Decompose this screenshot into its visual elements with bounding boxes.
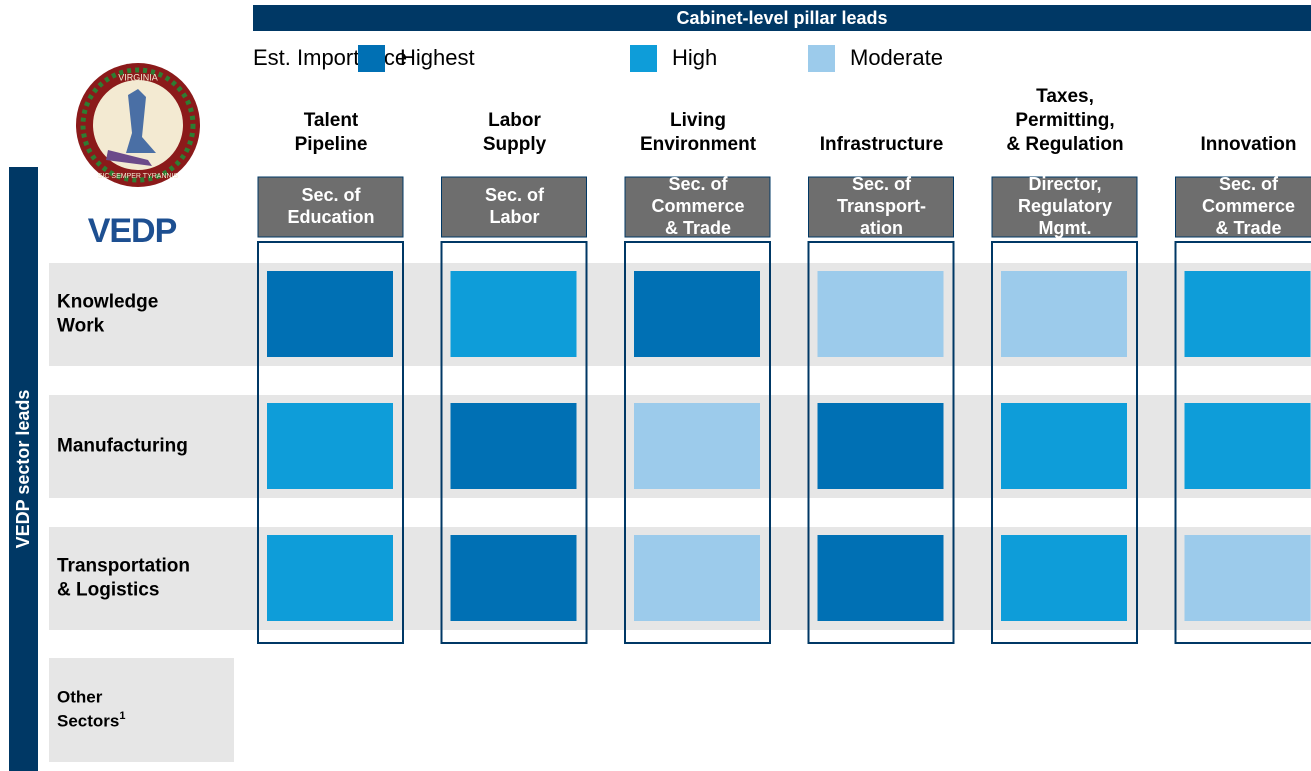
importance-cell <box>267 271 393 357</box>
importance-cell <box>634 535 760 621</box>
side-label: VEDP sector leads <box>13 390 33 549</box>
seal-figure <box>106 150 152 166</box>
column-frame <box>440 241 588 644</box>
header-bar <box>253 5 1311 31</box>
lead-box <box>991 176 1138 238</box>
importance-cell <box>267 535 393 621</box>
importance-cell <box>1184 535 1311 621</box>
lead-text: Mgmt. <box>1039 218 1092 238</box>
importance-cell <box>1001 535 1127 621</box>
column-name: Supply <box>483 134 547 155</box>
legend-swatch <box>630 45 657 72</box>
row-label: Manufacturing <box>57 436 188 457</box>
column-frame <box>991 241 1138 644</box>
lead-text: Sec. of <box>301 185 361 205</box>
lead-text: & Trade <box>1215 218 1281 238</box>
column-name: Talent <box>304 110 359 131</box>
lead-box <box>257 176 404 238</box>
column-name: Environment <box>640 134 757 155</box>
header-title: Cabinet-level pillar leads <box>676 8 887 28</box>
lead-box <box>1175 176 1311 238</box>
legend-swatch <box>358 45 385 72</box>
row-label: Other <box>57 687 103 706</box>
importance-cell <box>1001 403 1127 489</box>
column-name: Infrastructure <box>820 134 944 155</box>
importance-cell <box>817 535 944 621</box>
column-name: Labor <box>488 110 541 131</box>
lead-text: Sec. of <box>1219 174 1279 194</box>
importance-cell <box>267 403 393 489</box>
seal-figure <box>126 89 156 153</box>
lead-text: Transport- <box>837 196 926 216</box>
column-name: Taxes, <box>1036 86 1094 107</box>
footnote: 1 <box>119 710 125 722</box>
lead-text: Commerce <box>651 196 744 216</box>
column-frame <box>1174 241 1311 644</box>
lead-text: ation <box>860 218 903 238</box>
row-band <box>49 658 234 762</box>
row-label: & Logistics <box>57 580 159 601</box>
importance-cell <box>1184 271 1311 357</box>
importance-cell <box>1184 403 1311 489</box>
lead-box <box>808 176 954 238</box>
legend-entry: Moderate <box>850 45 943 70</box>
legend-swatch <box>808 45 835 72</box>
importance-cell <box>450 535 577 621</box>
row-label: Knowledge <box>57 292 158 313</box>
importance-cell <box>1001 271 1127 357</box>
seal-wreath <box>80 67 196 183</box>
logo: VEDP <box>88 212 177 250</box>
lead-text: Sec. of <box>485 185 545 205</box>
lead-text: Labor <box>489 207 539 227</box>
column-frame <box>807 241 955 644</box>
seal <box>76 63 200 187</box>
lead-text: Commerce <box>1202 196 1295 216</box>
side-bar <box>9 167 38 771</box>
lead-box <box>624 176 771 238</box>
lead-text: & Trade <box>665 218 731 238</box>
column-name: & Regulation <box>1006 134 1123 155</box>
legend-entry: High <box>672 45 717 70</box>
lead-text: Sec. of <box>668 174 728 194</box>
column-name: Permitting, <box>1015 110 1114 131</box>
column-name: Innovation <box>1200 134 1296 155</box>
column-frame <box>624 241 771 644</box>
legend-entry: Highest <box>400 45 475 70</box>
row-label: Work <box>57 316 105 337</box>
lead-text: Education <box>287 207 374 227</box>
column-name: Living <box>670 110 726 131</box>
row-label: Transportation <box>57 556 190 577</box>
importance-cell <box>634 403 760 489</box>
lead-text: Regulatory <box>1018 196 1112 216</box>
importance-cell <box>450 271 577 357</box>
lead-text: Sec. of <box>852 174 912 194</box>
importance-cell <box>817 271 944 357</box>
importance-cell <box>817 403 944 489</box>
seal-text: SIC SEMPER TYRANNIS <box>98 173 179 180</box>
column-name: Pipeline <box>295 134 368 155</box>
seal-text: VIRGINIA <box>118 72 158 82</box>
lead-text: Director, <box>1028 174 1101 194</box>
column-frame <box>257 241 404 644</box>
importance-cell <box>634 271 760 357</box>
importance-cell <box>450 403 577 489</box>
row-label: Sectors1 <box>57 710 126 731</box>
lead-box <box>441 176 587 238</box>
